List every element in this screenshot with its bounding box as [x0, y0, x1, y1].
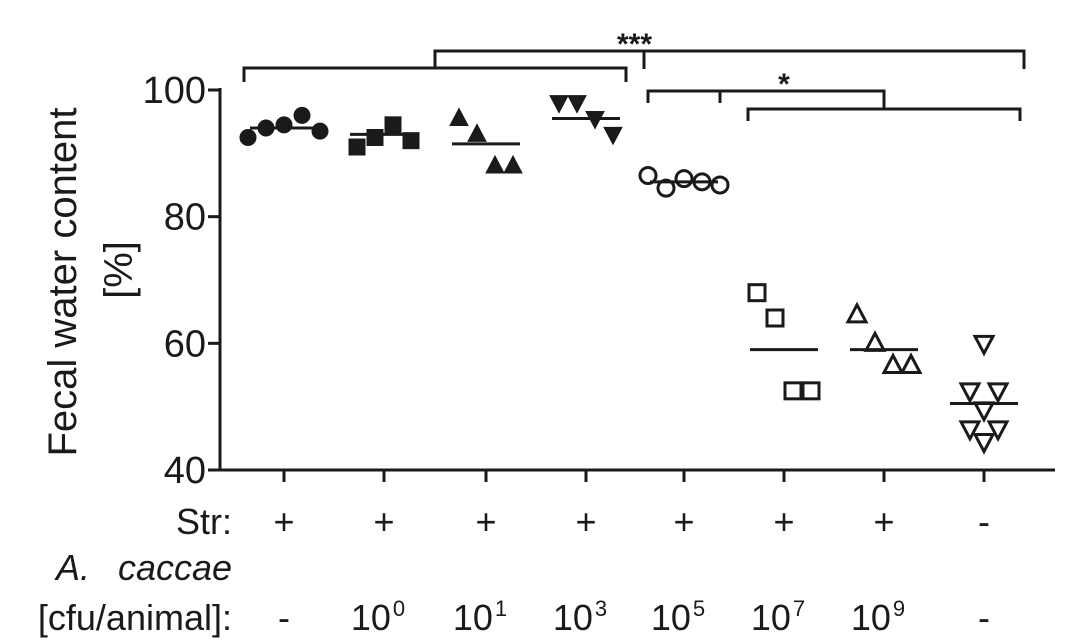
data-point — [986, 382, 1010, 405]
row-label-units: [cfu/animal]: — [38, 597, 232, 638]
y-tick-label: 40 — [164, 450, 206, 492]
dose-value: 107 — [751, 596, 805, 638]
data-point — [958, 420, 982, 443]
y-tick-label: 60 — [164, 323, 206, 365]
data-point — [710, 175, 730, 195]
data-point — [549, 95, 569, 114]
data-point — [567, 95, 587, 114]
y-axis-label-line2: [%] — [97, 241, 141, 299]
data-point — [366, 129, 384, 146]
data-point — [899, 352, 923, 374]
dose-value: 105 — [651, 596, 705, 638]
data-point — [972, 401, 996, 424]
bracket-connector — [433, 49, 834, 68]
data-point — [863, 330, 887, 352]
dose-value: 101 — [453, 596, 507, 638]
data-marks — [239, 95, 1010, 455]
data-point — [972, 433, 996, 455]
row-label-str: Str: — [176, 501, 232, 542]
data-point — [986, 420, 1010, 443]
str-value: + — [673, 501, 694, 542]
data-point — [958, 382, 982, 405]
data-point — [467, 123, 487, 142]
data-point — [747, 283, 767, 303]
condition-table: + - +100 +101 +103 +105 +107 +109 - - — [273, 501, 990, 638]
data-point — [801, 381, 821, 401]
data-point — [293, 106, 311, 124]
data-point — [384, 116, 402, 134]
data-point — [656, 178, 676, 198]
significance-brackets: **** — [242, 28, 1026, 121]
data-point — [485, 154, 505, 174]
str-value: + — [873, 501, 894, 542]
y-tick-label: 80 — [164, 197, 206, 239]
bracket-left — [646, 89, 722, 103]
data-point — [239, 129, 257, 146]
data-point — [765, 308, 785, 328]
data-point — [603, 126, 623, 146]
bracket-right — [746, 107, 1022, 121]
data-point — [881, 352, 905, 374]
str-value: + — [273, 501, 294, 542]
significance-label: *** — [617, 28, 652, 61]
dose-value: 103 — [553, 596, 607, 638]
bracket-right — [642, 49, 1026, 69]
str-value: - — [978, 501, 990, 542]
row-label-organism-name: caccae — [118, 547, 232, 588]
data-point — [783, 381, 803, 401]
dose-value: - — [278, 597, 290, 638]
dose-value: - — [978, 597, 990, 638]
str-value: + — [773, 501, 794, 542]
bracket-left — [242, 66, 628, 82]
bracket-connector — [684, 89, 886, 109]
data-point — [402, 132, 420, 150]
data-point — [674, 169, 694, 189]
data-point — [449, 107, 469, 126]
data-point — [275, 116, 293, 134]
y-axis-label-line1: Fecal water content — [41, 107, 85, 456]
axes: 40 60 80 100 — [143, 70, 1055, 492]
significance-label: * — [778, 68, 790, 101]
data-point — [348, 138, 366, 156]
str-value: + — [575, 501, 596, 542]
data-point — [845, 301, 869, 324]
dose-value: 100 — [351, 596, 405, 638]
dose-value: 109 — [851, 596, 905, 638]
str-value: + — [475, 501, 496, 542]
data-point — [311, 122, 329, 140]
str-value: + — [373, 501, 394, 542]
y-tick-label: 100 — [143, 70, 206, 112]
data-point — [972, 334, 996, 357]
row-label-organism-abbrev: A. — [54, 547, 90, 588]
data-point — [638, 166, 658, 185]
data-point — [503, 154, 523, 174]
mean-lines — [250, 117, 1018, 405]
